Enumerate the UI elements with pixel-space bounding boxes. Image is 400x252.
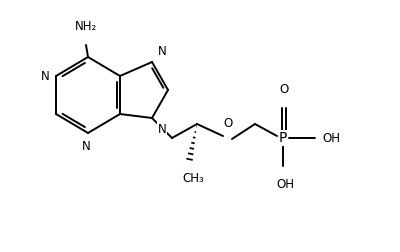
Text: P: P — [279, 131, 287, 145]
Text: CH₃: CH₃ — [182, 172, 204, 185]
Text: N: N — [158, 45, 167, 58]
Text: N: N — [82, 140, 90, 153]
Text: NH₂: NH₂ — [75, 20, 97, 33]
Text: N: N — [158, 123, 167, 136]
Text: OH: OH — [276, 178, 294, 191]
Text: O: O — [223, 117, 233, 130]
Text: O: O — [279, 83, 289, 96]
Text: OH: OH — [322, 132, 340, 144]
Text: N: N — [41, 70, 50, 82]
